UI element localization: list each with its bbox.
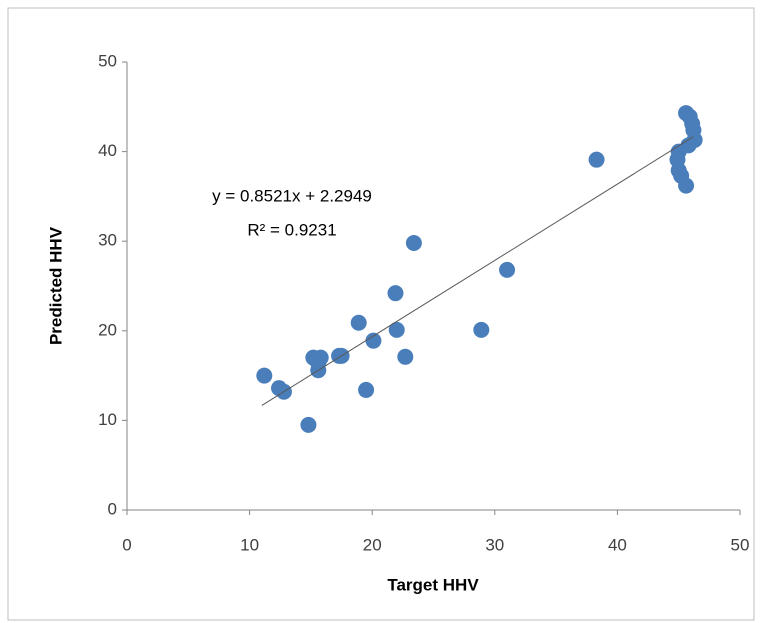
scatter-point [588, 151, 605, 168]
scatter-point [312, 349, 329, 366]
scatter-point [388, 321, 405, 338]
y-tick-label: 20 [98, 320, 117, 339]
x-tick-label: 50 [731, 535, 750, 554]
scatter-point [405, 234, 422, 251]
scatter-point [387, 285, 404, 302]
x-tick-label: 0 [122, 535, 131, 554]
scatter-point [300, 416, 317, 433]
x-tick-label: 30 [485, 535, 504, 554]
scatter-point [499, 261, 516, 278]
x-tick-label: 40 [608, 535, 627, 554]
y-tick-label: 50 [98, 51, 117, 70]
trendline-equation: y = 0.8521x + 2.2949 [212, 186, 372, 205]
scatter-point [365, 332, 382, 349]
trendline [261, 136, 694, 406]
y-tick-label: 0 [108, 499, 117, 518]
y-tick-label: 40 [98, 141, 117, 160]
scatter-point [256, 367, 273, 384]
scatter-point [397, 348, 414, 365]
chart-border [7, 7, 755, 621]
x-tick-label: 10 [240, 535, 259, 554]
scatter-point [350, 314, 367, 331]
scatter-point [358, 381, 375, 398]
scatter-point [673, 167, 690, 184]
scatter-point [473, 321, 490, 338]
trendline-r2: R² = 0.9231 [247, 220, 336, 239]
y-tick-label: 10 [98, 410, 117, 429]
x-tick-label: 20 [363, 535, 382, 554]
y-axis-title: Predicted HHV [46, 226, 65, 345]
x-axis-title: Target HHV [387, 575, 479, 594]
y-tick-label: 30 [98, 231, 117, 250]
